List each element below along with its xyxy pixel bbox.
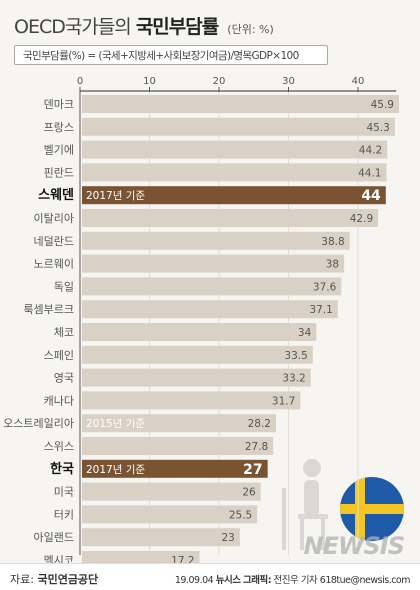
bar bbox=[82, 300, 338, 319]
value-label: 23 bbox=[221, 532, 234, 544]
bar bbox=[82, 186, 386, 205]
value-label: 37.6 bbox=[313, 281, 337, 293]
bar bbox=[82, 505, 258, 524]
value-label: 38 bbox=[326, 259, 339, 271]
value-label: 33.2 bbox=[282, 373, 305, 385]
value-label: 34 bbox=[298, 327, 312, 339]
year-note: 2015년 기준 bbox=[86, 418, 145, 430]
value-label: 25.5 bbox=[229, 509, 252, 521]
title-prefix: OECD국가들의 bbox=[14, 16, 132, 38]
category-label: 영국 bbox=[54, 372, 74, 385]
value-label: 38.8 bbox=[321, 236, 344, 248]
credit: 19.09.04 뉴시스 그래픽: 전진우 기자 618tue@newsis.c… bbox=[174, 572, 411, 586]
bar bbox=[82, 254, 345, 273]
bar bbox=[82, 277, 342, 296]
credit-text: 전진우 기자 618tue@newsis.com bbox=[273, 575, 411, 586]
formula-box: 국민부담률(%) = (국세+지방세+사회보장기여금)/명목GDP×100 bbox=[14, 45, 328, 65]
footer: 자료: 국민연금공단 19.09.04 뉴시스 그래픽: 전진우 기자 618t… bbox=[0, 563, 420, 590]
bar bbox=[82, 323, 317, 341]
sweden-flag-icon bbox=[340, 477, 404, 541]
x-tick-label: 40 bbox=[352, 76, 365, 87]
value-label: 44.1 bbox=[358, 167, 381, 179]
category-label: 벨기에 bbox=[44, 144, 74, 157]
bar bbox=[82, 117, 395, 136]
value-label: 28.2 bbox=[248, 418, 271, 430]
category-label: 이탈리아 bbox=[34, 212, 74, 225]
value-label: 44 bbox=[361, 188, 381, 204]
bar bbox=[82, 163, 387, 182]
year-note: 2017년 기준 bbox=[86, 464, 145, 476]
unit-label: (단위: %) bbox=[227, 23, 274, 36]
source: 자료: 국민연금공단 bbox=[10, 571, 98, 587]
category-label: 덴마크 bbox=[44, 98, 74, 111]
category-label: 터키 bbox=[54, 508, 74, 521]
bar bbox=[82, 368, 311, 387]
bar bbox=[82, 391, 301, 410]
bar bbox=[82, 209, 379, 227]
value-label: 37.1 bbox=[309, 304, 332, 316]
category-label: 룩셈부르크 bbox=[23, 303, 74, 316]
category-label: 아일랜드 bbox=[34, 530, 74, 544]
category-label: 체코 bbox=[54, 326, 74, 339]
source-name: 국민연금공단 bbox=[37, 573, 99, 586]
bar bbox=[82, 414, 276, 433]
source-label: 자료: bbox=[10, 573, 34, 586]
category-label: 프랑스 bbox=[44, 121, 74, 134]
value-label: 45.9 bbox=[371, 99, 394, 111]
x-tick-label: 10 bbox=[143, 76, 156, 87]
value-label: 33.5 bbox=[284, 350, 307, 362]
value-label: 44.2 bbox=[359, 145, 382, 157]
category-label: 독일 bbox=[54, 279, 74, 293]
newsis-watermark: NEWSIS bbox=[303, 532, 405, 560]
bar bbox=[82, 482, 261, 501]
bar bbox=[82, 437, 274, 455]
chart-title: OECD국가들의 국민부담률 (단위: %) bbox=[14, 12, 274, 39]
x-tick-label: 20 bbox=[213, 76, 226, 87]
value-label: 26 bbox=[242, 487, 256, 499]
x-tick-label: 0 bbox=[77, 76, 83, 87]
bar bbox=[82, 140, 388, 159]
value-label: 45.3 bbox=[366, 122, 389, 134]
category-label: 노르웨이 bbox=[34, 258, 74, 271]
value-label: 31.7 bbox=[272, 395, 295, 407]
category-label: 핀란드 bbox=[44, 166, 74, 179]
credit-brand: 뉴시스 bbox=[215, 575, 241, 586]
category-label: 한국 bbox=[50, 461, 74, 477]
value-label: 42.9 bbox=[350, 213, 373, 225]
category-label: 미국 bbox=[54, 486, 74, 499]
bar bbox=[82, 459, 268, 478]
person-silhouette-icon bbox=[282, 459, 328, 550]
category-label: 스웨덴 bbox=[38, 187, 74, 203]
category-label: 캐나다 bbox=[44, 394, 74, 407]
value-label: 27.8 bbox=[245, 441, 268, 453]
bar bbox=[82, 345, 313, 364]
credit-date: 19.09.04 bbox=[174, 575, 214, 586]
title-main: 국민부담률 bbox=[135, 16, 219, 38]
x-tick-label: 30 bbox=[282, 76, 295, 87]
category-label: 스페인 bbox=[44, 349, 74, 362]
bar bbox=[82, 528, 240, 547]
category-label: 네덜란드 bbox=[34, 235, 74, 248]
category-label: 스위스 bbox=[44, 440, 74, 453]
bar bbox=[82, 95, 400, 113]
year-note: 2017년 기준 bbox=[86, 190, 145, 202]
category-label: 오스트레일리아 bbox=[3, 416, 74, 430]
value-label: 27 bbox=[243, 462, 262, 478]
credit-label: 그래픽: bbox=[242, 575, 272, 586]
bar bbox=[82, 231, 350, 250]
